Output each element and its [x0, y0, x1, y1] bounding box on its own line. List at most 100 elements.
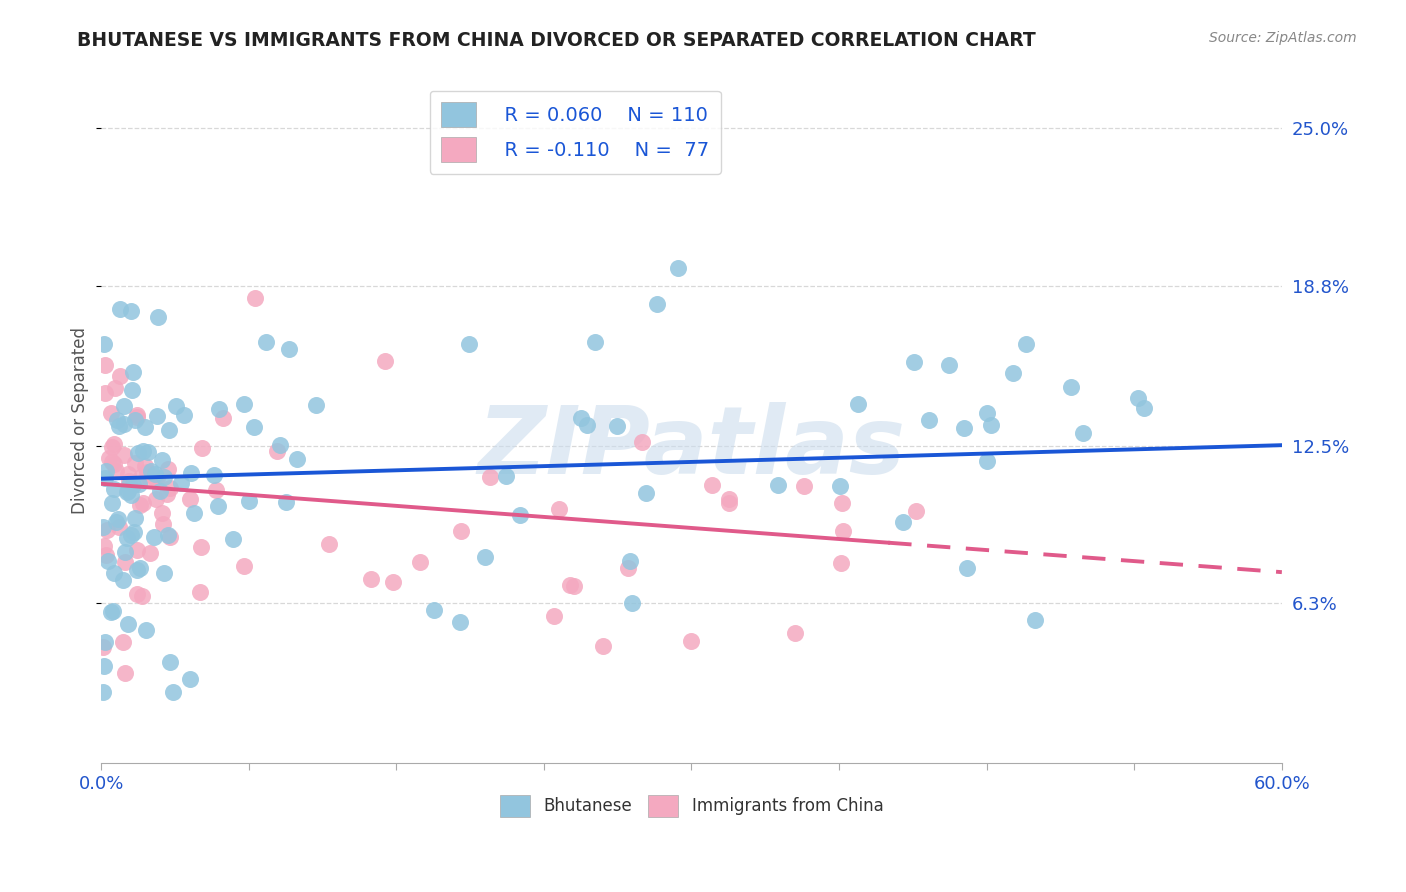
Point: [631, 434, 654, 449]
Point: [132, 444, 155, 458]
Point: [142, 530, 165, 544]
Point: [91, 685, 114, 699]
Point: [112, 449, 135, 463]
Point: [112, 573, 135, 587]
Point: [170, 475, 193, 490]
Point: [645, 297, 668, 311]
Point: [621, 595, 644, 609]
Point: [208, 401, 231, 416]
Point: [903, 354, 925, 368]
Point: [457, 336, 479, 351]
Point: [100, 605, 122, 619]
Point: [360, 572, 382, 586]
Point: [118, 475, 141, 489]
Point: [125, 409, 148, 424]
Point: [1128, 391, 1150, 405]
Point: [1002, 366, 1025, 380]
Point: [318, 537, 340, 551]
Point: [135, 623, 157, 637]
Point: [266, 443, 288, 458]
Point: [254, 334, 277, 349]
Point: [274, 494, 297, 508]
Point: [450, 524, 472, 539]
Point: [149, 483, 172, 498]
Point: [277, 342, 299, 356]
Point: [93, 658, 115, 673]
Point: [509, 508, 531, 522]
Point: [543, 608, 565, 623]
Point: [103, 381, 125, 395]
Point: [159, 530, 181, 544]
Y-axis label: Divorced or Separated: Divorced or Separated: [72, 326, 89, 514]
Point: [381, 574, 404, 589]
Point: [832, 524, 855, 538]
Point: [560, 578, 582, 592]
Point: [105, 413, 128, 427]
Point: [120, 528, 142, 542]
Point: [124, 511, 146, 525]
Point: [666, 260, 689, 275]
Point: [617, 561, 640, 575]
Point: [98, 450, 121, 465]
Point: [495, 469, 517, 483]
Point: [717, 491, 740, 506]
Point: [139, 465, 162, 479]
Point: [191, 441, 214, 455]
Point: [117, 531, 139, 545]
Point: [117, 617, 139, 632]
Point: [111, 635, 134, 649]
Point: [976, 406, 998, 420]
Point: [129, 561, 152, 575]
Point: [120, 488, 142, 502]
Point: [700, 478, 723, 492]
Point: [285, 452, 308, 467]
Point: [157, 462, 180, 476]
Point: [129, 469, 152, 483]
Point: [157, 423, 180, 437]
Point: [118, 478, 141, 492]
Point: [681, 634, 703, 648]
Point: [1015, 337, 1038, 351]
Point: [108, 520, 131, 534]
Point: [131, 589, 153, 603]
Point: [93, 337, 115, 351]
Point: [606, 419, 628, 434]
Point: [145, 491, 167, 506]
Point: [831, 496, 853, 510]
Point: [156, 528, 179, 542]
Point: [243, 292, 266, 306]
Point: [104, 464, 127, 478]
Point: [103, 482, 125, 496]
Point: [180, 466, 202, 480]
Point: [121, 383, 143, 397]
Point: [162, 685, 184, 699]
Point: [121, 478, 143, 492]
Point: [1024, 613, 1046, 627]
Point: [374, 353, 396, 368]
Point: [112, 399, 135, 413]
Point: [91, 519, 114, 533]
Point: [409, 556, 432, 570]
Point: [112, 417, 135, 431]
Point: [232, 396, 254, 410]
Point: [156, 487, 179, 501]
Point: [569, 411, 592, 425]
Point: [146, 310, 169, 324]
Point: [127, 587, 149, 601]
Point: [918, 413, 941, 427]
Point: [120, 304, 142, 318]
Point: [127, 445, 149, 459]
Point: [269, 438, 291, 452]
Point: [117, 484, 139, 499]
Point: [108, 418, 131, 433]
Point: [980, 417, 1002, 432]
Point: [136, 445, 159, 459]
Point: [183, 506, 205, 520]
Point: [165, 399, 187, 413]
Point: [103, 457, 125, 471]
Point: [1060, 380, 1083, 394]
Point: [592, 639, 614, 653]
Point: [238, 494, 260, 508]
Point: [202, 468, 225, 483]
Point: [150, 506, 173, 520]
